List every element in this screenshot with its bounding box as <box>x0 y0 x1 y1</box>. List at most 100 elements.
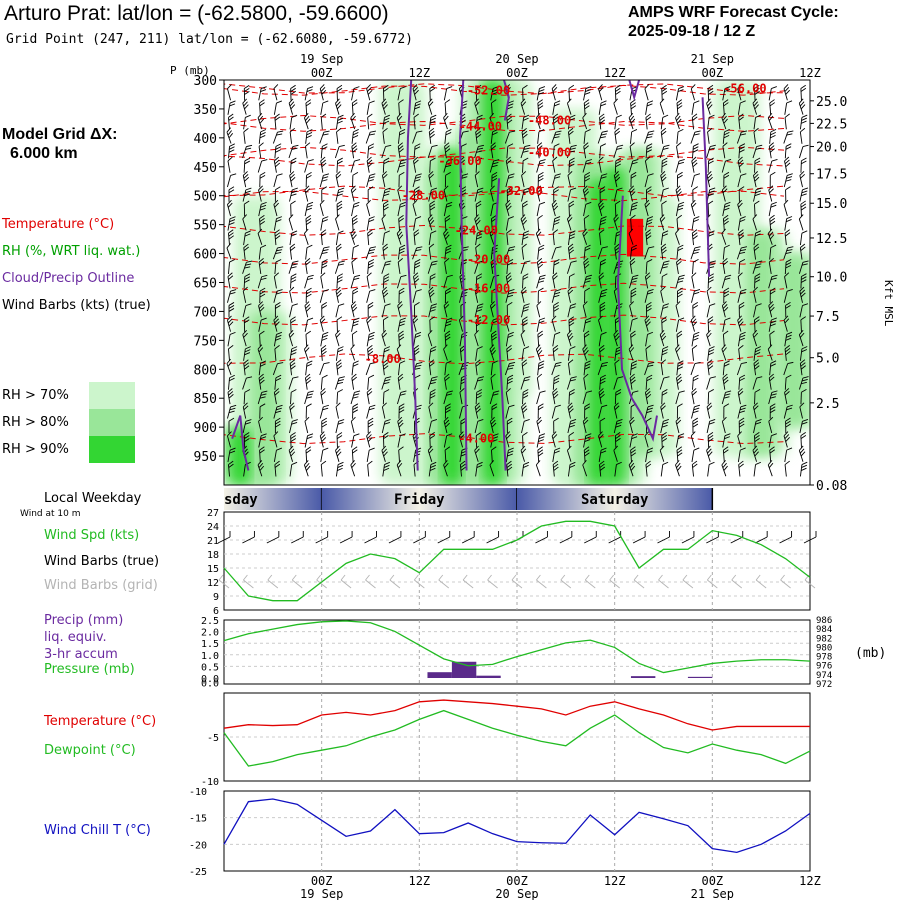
wind-barb-feather <box>706 402 712 408</box>
wind-barb-feather <box>462 173 469 176</box>
surface-wind-barb <box>291 531 304 544</box>
wind-barb-staff <box>490 319 494 332</box>
wind-barb <box>566 260 577 274</box>
wind-barb-staff <box>521 421 525 434</box>
wind-barb <box>474 303 484 318</box>
wind-barb-feather <box>476 306 483 309</box>
wind-barb-staff <box>722 319 726 332</box>
wind-barb-staff <box>382 131 385 144</box>
wind-barb <box>676 128 684 144</box>
wind-barb <box>274 186 281 202</box>
wind-barb <box>351 86 360 101</box>
wind-barb <box>351 214 358 231</box>
grid-wind-barb <box>243 574 254 589</box>
wind-barb-staff <box>366 406 371 419</box>
wind-barb-feather <box>708 279 714 283</box>
wind-barb-feather <box>785 162 791 168</box>
wind-barb-feather <box>739 407 746 411</box>
wind-barb <box>598 272 605 289</box>
wind-barb-feather <box>538 177 544 182</box>
wind-barb <box>614 114 622 130</box>
wind-barb-feather <box>506 434 511 440</box>
wind-barb-feather <box>414 106 421 110</box>
wind-barb-feather <box>662 147 669 150</box>
wind-barb-feather <box>290 104 296 110</box>
wind-barb-feather <box>786 249 793 252</box>
wind-barb-staff <box>413 334 417 347</box>
wind-barb <box>381 171 388 188</box>
wind-barb-feather <box>259 261 265 266</box>
wind-barb <box>660 127 667 144</box>
wind-barb <box>537 360 545 376</box>
wind-barb-feather <box>800 127 806 133</box>
rh-shading-column <box>482 80 503 485</box>
wind-barb-feather <box>616 147 623 150</box>
wind-barb-feather <box>723 260 729 266</box>
surface-barb-staff <box>461 536 475 544</box>
temperature-contour <box>224 282 785 294</box>
wind-barb-feather <box>675 416 681 422</box>
wind-barb-feather <box>754 362 760 367</box>
wind-barb-staff <box>396 117 402 130</box>
wind-barb <box>381 303 391 318</box>
wind-barb-staff <box>227 435 231 448</box>
wind-barb-staff <box>427 146 433 159</box>
wind-barb <box>243 243 250 260</box>
wind-barb-feather <box>602 361 608 365</box>
wind-barb-feather <box>258 373 264 379</box>
grid-barb-staff <box>633 579 645 589</box>
wind-barb <box>752 98 759 115</box>
wind-barb-feather <box>227 272 233 277</box>
wind-barb <box>614 200 621 217</box>
wind-barb-feather <box>739 334 746 338</box>
wind-barb <box>243 84 250 101</box>
wind-barb-feather <box>415 100 422 104</box>
wind-barb <box>707 114 715 130</box>
wind-barb-feather <box>708 461 715 465</box>
wind-barb-feather <box>446 433 453 437</box>
wind-barb-feather <box>259 330 265 335</box>
wind-barb-feather <box>553 466 559 471</box>
wind-barb-staff <box>242 377 247 390</box>
wind-barb-feather <box>446 393 453 396</box>
bottom-time-label: 12Z <box>408 874 430 888</box>
wind-barb-feather <box>319 431 325 437</box>
wind-barb <box>320 216 329 231</box>
wind-barb <box>690 431 696 448</box>
wind-barb-feather <box>537 145 543 150</box>
wind-barb-feather <box>507 374 514 379</box>
wind-barb <box>242 260 253 274</box>
wind-barb-staff <box>397 204 401 217</box>
wind-barb-staff <box>289 406 293 419</box>
wind-barb <box>537 330 544 347</box>
wind-barb <box>783 315 790 332</box>
wind-barb-staff <box>598 319 603 332</box>
wind-barb-staff <box>737 204 742 217</box>
temperature-contour-label: -44.00 <box>459 119 502 133</box>
wind-barb <box>242 98 249 115</box>
wind-barb-feather <box>628 460 634 466</box>
wind-barb-feather <box>396 228 402 234</box>
wind-barb-feather <box>723 330 729 335</box>
wind-barb-feather <box>646 410 653 414</box>
wind-barb-feather <box>801 190 808 194</box>
wind-barb-feather <box>258 185 264 191</box>
wind-barb-feather <box>521 217 527 223</box>
wind-barb <box>737 315 744 332</box>
wind-barb-feather <box>768 115 774 121</box>
wind-barb-staff <box>475 160 478 173</box>
wind-barb-feather <box>276 331 283 335</box>
wind-barb-feather <box>737 156 743 162</box>
wind-barb-feather <box>351 304 357 309</box>
wind-barb <box>274 460 281 477</box>
wind-barb <box>661 389 668 405</box>
wind-barb <box>397 301 403 318</box>
wind-barb-feather <box>631 363 637 367</box>
wind-barb <box>800 200 807 217</box>
wind-barb-feather <box>801 117 808 121</box>
wind-barb <box>644 199 651 217</box>
wind-barb-feather <box>507 278 513 283</box>
wind-barb-feather <box>229 216 236 220</box>
wind-barb-feather <box>367 417 374 422</box>
wind-barb-feather <box>430 306 437 309</box>
